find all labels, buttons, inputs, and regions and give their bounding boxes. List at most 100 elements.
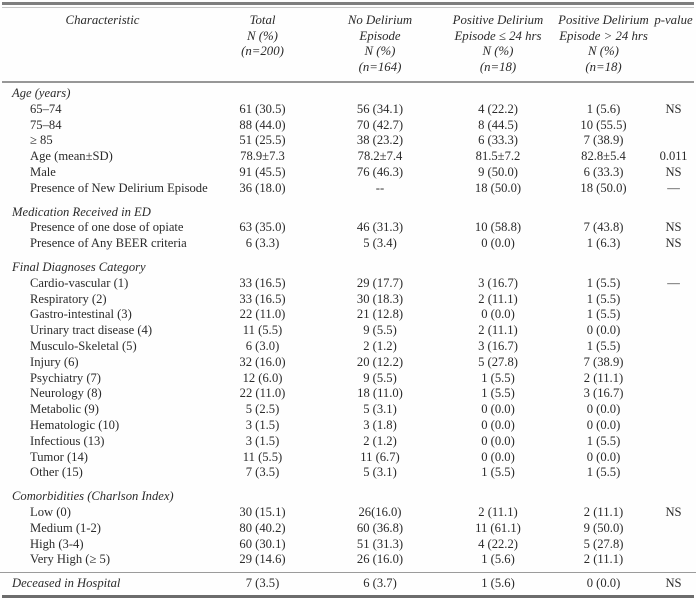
header-line: (n=164) [358,59,402,74]
value-cell: 5 (2.5) [245,402,280,417]
value-cell: 60 (30.1) [239,536,286,551]
value-cell: 6 (3.0) [245,338,280,353]
table-row: Injury (6) 32 (16.0) 20 (12.2) 5 (27.8) 7 (3… [0,355,696,371]
value-cell [651,205,696,221]
row-label: Presence of Any BEER criteria [30,236,187,251]
value-cell [320,86,440,102]
value-cell: 3 (1.5) [245,417,280,432]
header-line: Episode [359,28,401,43]
value-cell: 7 (38.9) [583,133,624,148]
value-cell: 78.2±7.4 [357,149,403,164]
table-row: Psychiatry (7) 12 (6.0) 9 (5.5) 1 (5.5) 2 (1… [0,371,696,387]
section-header-row: Comorbidities (Charlson Index) [0,489,696,505]
value-cell: 22 (11.0) [239,386,286,401]
table-row: Hematologic (10) 3 (1.5) 3 (1.8) 0 (0.0) 0 (… [0,418,696,434]
value-cell: NS [665,220,682,235]
row-label: 65–74 [30,101,62,116]
value-cell: 29 (14.6) [239,552,286,567]
header-line: N (%) [482,44,514,58]
value-cell [651,118,696,134]
table-row: Infectious (13) 3 (1.5) 2 (1.2) 0 (0.0) 1 (5… [0,434,696,450]
value-cell: 18 (11.0) [357,386,403,401]
table-row: ≥ 85 51 (25.5) 38 (23.2) 6 (33.3) 7 (38.9) [0,133,696,149]
section-header-row: Final Diagnoses Category [0,260,696,276]
value-cell [651,450,696,466]
value-cell: 1 (5.5) [481,465,515,480]
row-label: High (3-4) [30,536,84,551]
value-cell: 36 (18.0) [239,180,286,195]
table-row: Presence of one dose of opiate 63 (35.0) 4… [0,220,696,236]
header-line: N (%) [364,44,396,58]
table-header: Characteristic Total N (%) (n=200) No Deliri… [0,8,696,81]
value-cell [651,86,696,102]
value-cell [651,465,696,481]
value-cell [440,205,556,221]
value-cell [651,402,696,418]
row-label: Male [30,164,56,179]
value-cell: 6 (3.7) [363,576,397,591]
table-bottom-rule-thick [2,594,694,598]
value-cell: 9 (50.0) [583,520,624,535]
row-label: Psychiatry (7) [30,370,101,385]
row-label: Comorbidities (Charlson Index) [12,489,174,504]
value-cell [320,260,440,276]
value-cell: 33 (16.5) [239,275,286,290]
table-row: Tumor (14) 11 (5.5) 11 (6.7) 0 (0.0) 0 (0.0) [0,450,696,466]
value-cell: 0 (0.0) [586,417,621,432]
header-line: No Delirium [347,13,413,27]
value-cell: 10 (58.8) [474,220,522,235]
value-cell: 5 (3.4) [363,236,397,251]
value-cell [651,339,696,355]
value-cell: 4 (22.2) [478,536,518,551]
row-label: Respiratory (2) [30,291,107,306]
table-row: Male 91 (45.5) 76 (46.3) 9 (50.0) 6 (33.3) NS [0,165,696,181]
value-cell: 7 (38.9) [583,354,624,369]
header-line: N (%) [247,28,278,43]
value-cell: 1 (5.5) [586,338,621,353]
value-cell [651,355,696,371]
table-row: Neurology (8) 22 (11.0) 18 (11.0) 1 (5.5) 3 … [0,386,696,402]
header-line: (n=18) [585,59,622,74]
table-body: Age (years) 65–74 61 (30.5) 56 (34.1) 4 (22.… [0,83,696,592]
table-row: 65–74 61 (30.5) 56 (34.1) 4 (22.2) 1 (5.6) NS [0,102,696,118]
row-label: Neurology (8) [30,386,102,401]
value-cell: — [667,180,680,195]
value-cell: 3 (1.5) [245,433,280,448]
value-cell: 1 (5.6) [481,576,515,591]
value-cell: 38 (23.2) [356,133,404,148]
value-cell [651,386,696,402]
header-separator-rule [2,81,694,83]
value-cell: 2 (11.1) [583,370,624,385]
table-row: Gastro-intestinal (3) 22 (11.0) 21 (12.8) 0… [0,307,696,323]
value-cell [440,260,556,276]
row-label: Medium (1-2) [30,520,101,535]
value-cell: 1 (5.5) [586,291,621,306]
value-cell: 6 (33.3) [478,133,518,148]
value-cell: 5 (27.8) [583,536,624,551]
table-row: 75–84 88 (44.0) 70 (42.7) 8 (44.5) 10 (55.5) [0,118,696,134]
table-row: Low (0) 30 (15.1) 26(16.0) 2 (11.1) 2 (11.1)… [0,505,696,521]
value-cell [651,552,696,568]
row-label: Deceased in Hospital [12,576,121,591]
value-cell: 46 (31.3) [356,220,404,235]
col-header-positive-le-24hrs: Positive Delirium Episode ≤ 24 hrs N (%) (n… [440,13,556,75]
value-cell: 70 (42.7) [356,117,404,132]
value-cell: 56 (34.1) [356,101,404,116]
table-row: Presence of Any BEER criteria 6 (3.3) 5 (3… [0,236,696,252]
value-cell: 0 (0.0) [586,449,621,464]
header-line: (n=18) [479,59,517,74]
value-cell [651,418,696,434]
value-cell: 3 (1.8) [363,417,397,432]
value-cell: 0 (0.0) [481,433,515,448]
value-cell: 1 (5.5) [586,275,621,290]
table-row: Urinary tract disease (4) 11 (5.5) 9 (5.5)… [0,323,696,339]
value-cell: 1 (5.5) [586,433,621,448]
value-cell: 2 (1.2) [363,433,397,448]
row-label: Injury (6) [30,354,79,369]
value-cell: 32 (16.0) [239,354,286,369]
row-label: Final Diagnoses Category [12,259,146,274]
table-row: Very High (≥ 5) 29 (14.6) 26 (16.0) 1 (5.6)… [0,552,696,568]
col-header-characteristic: Characteristic [0,13,205,29]
header-line: Characteristic [65,13,140,27]
row-label: Hematologic (10) [30,417,120,432]
